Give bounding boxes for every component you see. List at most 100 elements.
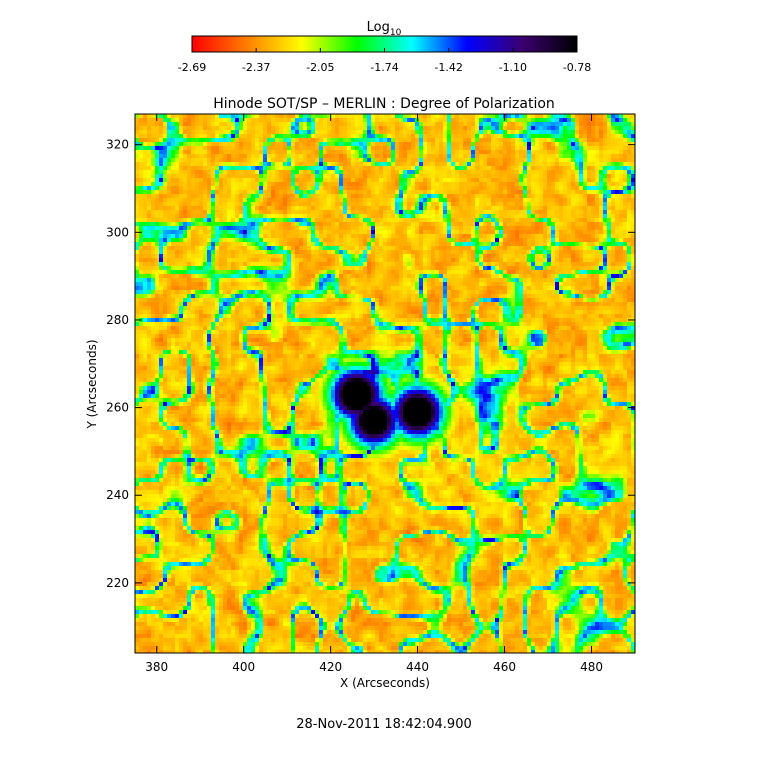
heat-cell	[359, 226, 363, 230]
heat-cell	[395, 234, 399, 238]
heat-cell	[203, 142, 207, 146]
heat-cell	[403, 234, 407, 238]
heat-cell	[191, 130, 195, 134]
heat-cell	[319, 194, 323, 198]
heat-cell	[459, 202, 463, 206]
heat-cell	[335, 142, 339, 146]
heat-cell	[547, 210, 551, 214]
heat-cell	[219, 250, 223, 254]
heat-cell	[507, 170, 511, 174]
heat-cell	[331, 210, 335, 214]
heat-cell	[627, 126, 631, 130]
heat-cell	[379, 190, 383, 194]
heat-cell	[271, 254, 275, 258]
heat-cell	[251, 206, 255, 210]
heat-cell	[551, 246, 555, 250]
heat-cell	[267, 114, 271, 118]
heat-cell	[207, 118, 211, 122]
heat-cell	[451, 186, 455, 190]
heat-cell	[431, 218, 435, 222]
heat-cell	[247, 138, 251, 142]
heat-cell	[139, 178, 143, 182]
heat-cell	[171, 258, 175, 262]
heat-cell	[191, 118, 195, 122]
heat-cell	[175, 166, 179, 170]
heat-cell	[183, 202, 187, 206]
heat-cell	[223, 250, 227, 254]
heat-cell	[271, 226, 275, 230]
heat-cell	[319, 170, 323, 174]
heat-cell	[579, 262, 583, 266]
heat-cell	[331, 222, 335, 226]
heat-cell	[355, 150, 359, 154]
heat-cell	[299, 150, 303, 154]
heat-cell	[211, 198, 215, 202]
heat-cell	[471, 118, 475, 122]
heat-cell	[143, 250, 147, 254]
heat-cell	[399, 146, 403, 150]
heat-cell	[451, 130, 455, 134]
heat-cell	[331, 258, 335, 262]
heat-cell	[367, 198, 371, 202]
heat-cell	[243, 182, 247, 186]
heat-cell	[355, 234, 359, 238]
heat-cell	[431, 246, 435, 250]
heat-cell	[395, 142, 399, 146]
heat-cell	[519, 222, 523, 226]
heat-cell	[215, 122, 219, 126]
heat-cell	[519, 246, 523, 250]
heat-cell	[363, 178, 367, 182]
heat-cell	[571, 238, 575, 242]
heat-cell	[467, 146, 471, 150]
heat-cell	[555, 174, 559, 178]
heat-cell	[243, 158, 247, 162]
heat-cell	[435, 258, 439, 262]
heat-cell	[159, 250, 163, 254]
heat-cell	[443, 222, 447, 226]
heat-cell	[399, 262, 403, 266]
heat-cell	[415, 218, 419, 222]
heat-cell	[215, 150, 219, 154]
heat-cell	[567, 234, 571, 238]
heat-cell	[235, 226, 239, 230]
heat-cell	[503, 174, 507, 178]
heat-cell	[239, 174, 243, 178]
heat-cell	[223, 182, 227, 186]
heat-cell	[615, 250, 619, 254]
heat-cell	[371, 246, 375, 250]
heat-cell	[511, 122, 515, 126]
heat-cell	[495, 138, 499, 142]
heat-cell	[347, 126, 351, 130]
heat-cell	[399, 254, 403, 258]
heat-cell	[559, 234, 563, 238]
heat-cell	[411, 170, 415, 174]
heat-cell	[631, 254, 635, 258]
heat-cell	[551, 218, 555, 222]
heat-cell	[203, 130, 207, 134]
heat-cell	[239, 194, 243, 198]
heat-cell	[163, 126, 167, 130]
heat-cell	[443, 206, 447, 210]
heat-cell	[623, 122, 627, 126]
heat-cell	[627, 130, 631, 134]
heat-cell	[219, 178, 223, 182]
heat-cell	[515, 270, 519, 274]
heat-cell	[507, 158, 511, 162]
heat-cell	[279, 218, 283, 222]
heat-cell	[547, 222, 551, 226]
heat-cell	[463, 242, 467, 246]
heat-cell	[319, 166, 323, 170]
heat-cell	[395, 150, 399, 154]
heat-cell	[559, 134, 563, 138]
heat-cell	[611, 158, 615, 162]
heat-cell	[519, 206, 523, 210]
heat-cell	[503, 262, 507, 266]
heat-cell	[227, 142, 231, 146]
heat-cell	[167, 198, 171, 202]
heat-cell	[427, 254, 431, 258]
heat-cell	[507, 254, 511, 258]
heat-cell	[199, 218, 203, 222]
heat-cell	[247, 198, 251, 202]
heat-cell	[399, 134, 403, 138]
heat-cell	[535, 170, 539, 174]
